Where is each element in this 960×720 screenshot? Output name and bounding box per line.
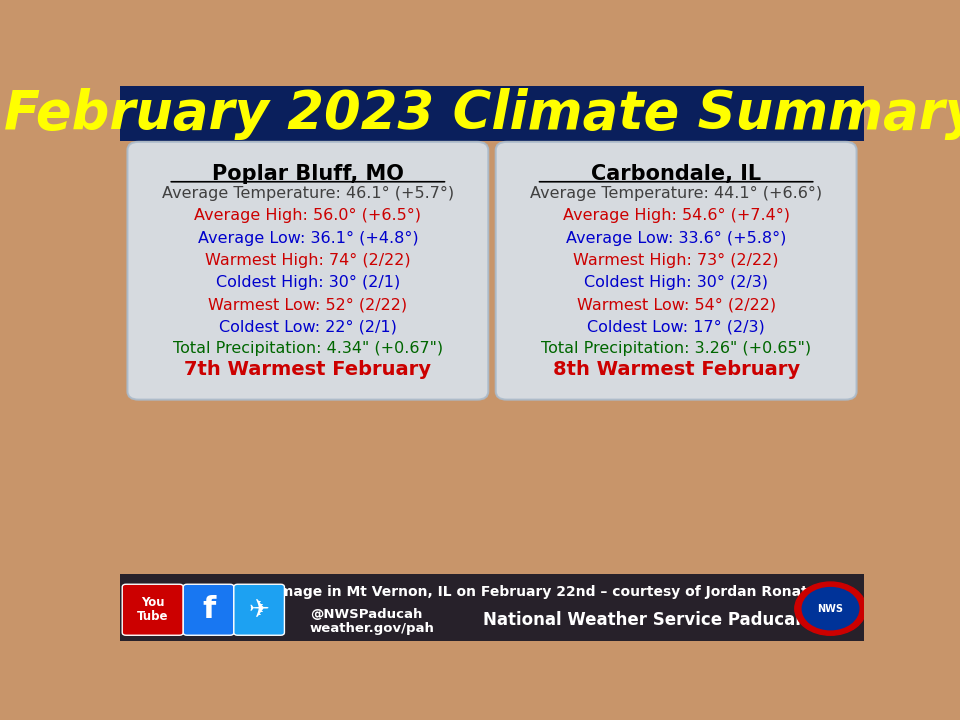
Text: You
Tube: You Tube [137, 596, 169, 624]
FancyBboxPatch shape [495, 142, 856, 400]
Text: Average Temperature: 46.1° (+5.7°): Average Temperature: 46.1° (+5.7°) [162, 186, 454, 201]
Text: f: f [202, 595, 215, 624]
Text: ✈: ✈ [249, 598, 270, 622]
FancyBboxPatch shape [120, 575, 864, 641]
Text: Total Precipitation: 4.34" (+0.67"): Total Precipitation: 4.34" (+0.67") [173, 341, 443, 356]
Text: weather.gov/pah: weather.gov/pah [310, 622, 435, 635]
Text: Coldest Low: 22° (2/1): Coldest Low: 22° (2/1) [219, 319, 396, 334]
Text: Warmest Low: 52° (2/22): Warmest Low: 52° (2/22) [208, 297, 407, 312]
Text: Warmest Low: 54° (2/22): Warmest Low: 54° (2/22) [577, 297, 776, 312]
Text: Total Precipitation: 3.26" (+0.65"): Total Precipitation: 3.26" (+0.65") [541, 341, 811, 356]
Text: Background image in Mt Vernon, IL on February 22nd – courtesy of Jordan Ronat: Background image in Mt Vernon, IL on Feb… [176, 585, 808, 599]
Circle shape [803, 588, 859, 630]
Text: @NWSPaducah: @NWSPaducah [310, 608, 422, 621]
Text: 7th Warmest February: 7th Warmest February [184, 360, 431, 379]
Text: Coldest High: 30° (2/1): Coldest High: 30° (2/1) [216, 275, 400, 290]
FancyBboxPatch shape [128, 142, 489, 400]
Text: Poplar Bluff, MO: Poplar Bluff, MO [212, 164, 404, 184]
Text: National Weather Service Paducah, KY: National Weather Service Paducah, KY [483, 611, 844, 629]
FancyBboxPatch shape [234, 584, 284, 635]
Text: Warmest High: 74° (2/22): Warmest High: 74° (2/22) [205, 253, 411, 268]
Text: Warmest High: 73° (2/22): Warmest High: 73° (2/22) [573, 253, 779, 268]
Circle shape [795, 582, 866, 635]
Text: Average Low: 33.6° (+5.8°): Average Low: 33.6° (+5.8°) [566, 230, 786, 246]
Text: 8th Warmest February: 8th Warmest February [553, 360, 800, 379]
FancyBboxPatch shape [183, 584, 234, 635]
Text: Coldest High: 30° (2/3): Coldest High: 30° (2/3) [584, 275, 768, 290]
Text: Carbondale, IL: Carbondale, IL [591, 164, 761, 184]
FancyBboxPatch shape [120, 86, 864, 140]
FancyBboxPatch shape [122, 584, 183, 635]
Text: Average Low: 36.1° (+4.8°): Average Low: 36.1° (+4.8°) [198, 230, 419, 246]
Text: Average High: 54.6° (+7.4°): Average High: 54.6° (+7.4°) [563, 208, 790, 223]
Text: February 2023 Climate Summary: February 2023 Climate Summary [5, 88, 960, 140]
Text: Average Temperature: 44.1° (+6.6°): Average Temperature: 44.1° (+6.6°) [530, 186, 822, 201]
Text: NWS: NWS [818, 603, 844, 613]
Text: Coldest Low: 17° (2/3): Coldest Low: 17° (2/3) [588, 319, 765, 334]
Text: Average High: 56.0° (+6.5°): Average High: 56.0° (+6.5°) [194, 208, 421, 223]
FancyBboxPatch shape [120, 140, 864, 641]
